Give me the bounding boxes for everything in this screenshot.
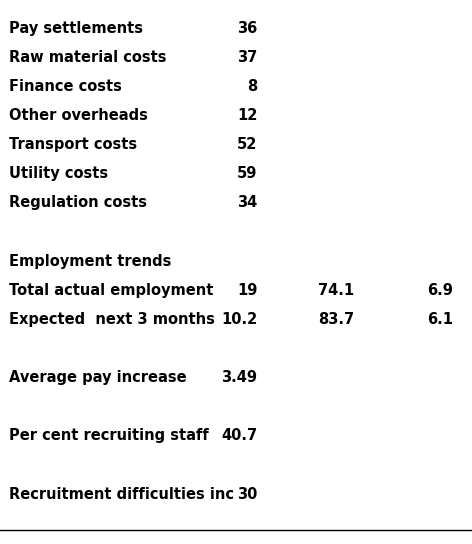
Text: 37: 37: [237, 50, 257, 65]
Text: 8: 8: [247, 79, 257, 94]
Text: Pay settlements: Pay settlements: [9, 21, 143, 36]
Text: Utility costs: Utility costs: [9, 166, 109, 181]
Text: 40.7: 40.7: [221, 428, 257, 443]
Text: Total actual employment: Total actual employment: [9, 283, 214, 298]
Text: 34: 34: [237, 195, 257, 211]
Text: Regulation costs: Regulation costs: [9, 195, 147, 211]
Text: 30: 30: [237, 486, 257, 502]
Text: 74.1: 74.1: [318, 283, 354, 298]
Text: 10.2: 10.2: [221, 312, 257, 327]
Text: 6.1: 6.1: [427, 312, 453, 327]
Text: Finance costs: Finance costs: [9, 79, 122, 94]
Text: 59: 59: [237, 166, 257, 181]
Text: 52: 52: [237, 137, 257, 152]
Text: 19: 19: [237, 283, 257, 298]
Text: Recruitment difficulties inc: Recruitment difficulties inc: [9, 486, 235, 502]
Text: Transport costs: Transport costs: [9, 137, 137, 152]
Text: Average pay increase: Average pay increase: [9, 370, 187, 385]
Text: 3.49: 3.49: [221, 370, 257, 385]
Text: Employment trends: Employment trends: [9, 254, 172, 269]
Text: 83.7: 83.7: [318, 312, 354, 327]
Text: Raw material costs: Raw material costs: [9, 50, 167, 65]
Text: Expected  next 3 months: Expected next 3 months: [9, 312, 215, 327]
Text: Per cent recruiting staff: Per cent recruiting staff: [9, 428, 209, 443]
Text: 36: 36: [237, 21, 257, 36]
Text: 6.9: 6.9: [427, 283, 453, 298]
Text: 12: 12: [237, 108, 257, 123]
Text: Other overheads: Other overheads: [9, 108, 148, 123]
